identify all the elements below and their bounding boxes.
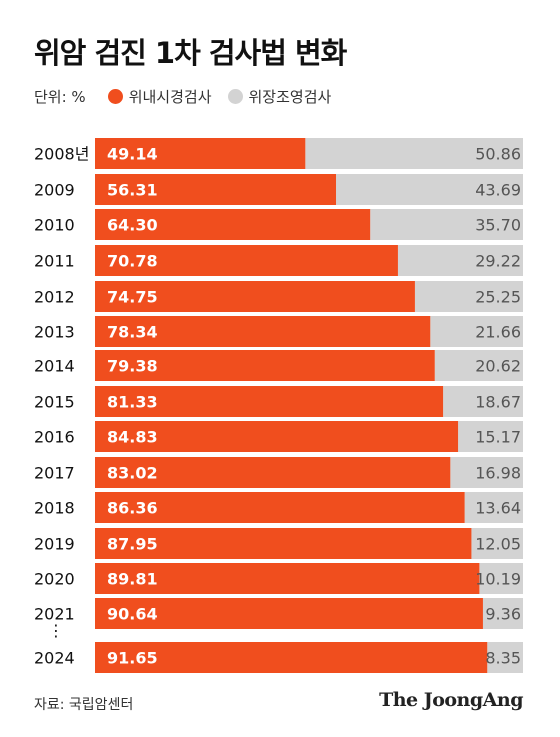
value-label-radiography-2: 35.70 (475, 216, 521, 235)
bar-radiography-8 (458, 421, 523, 452)
value-label-endoscopy-4: 74.75 (107, 288, 158, 307)
bar-endoscopy-6 (95, 350, 435, 381)
bar-radiography-11 (471, 528, 523, 559)
bar-endoscopy-9 (95, 457, 451, 488)
bar-radiography-7 (443, 386, 523, 417)
bar-radiography-6 (434, 350, 523, 381)
category-label-13: 2021 (34, 605, 75, 624)
bar-endoscopy-0 (95, 138, 306, 169)
legend-swatch-endoscopy (107, 88, 123, 104)
bar-endoscopy-5 (95, 316, 431, 347)
bar-endoscopy-10 (95, 492, 465, 523)
bar-radiography-1 (336, 174, 523, 205)
bar-endoscopy-3 (95, 245, 398, 276)
bar-radiography-0 (305, 138, 523, 169)
bar-radiography-9 (450, 457, 523, 488)
bar-radiography-12 (479, 563, 523, 594)
legend: 단위: % 위내시경검사 위장조영검사 (34, 86, 331, 106)
category-label-5: 2013 (34, 323, 75, 342)
value-label-endoscopy-8: 84.83 (107, 428, 158, 447)
value-label-radiography-14: 8.35 (485, 649, 521, 668)
bar-endoscopy-8 (95, 421, 459, 452)
bar-radiography-4 (414, 281, 523, 312)
value-label-radiography-4: 25.25 (475, 288, 521, 307)
bar-endoscopy-14 (95, 642, 488, 673)
category-label-2: 2010 (34, 216, 75, 235)
bar-endoscopy-7 (95, 386, 444, 417)
bar-radiography-13 (482, 598, 523, 629)
category-label-12: 2020 (34, 570, 75, 589)
category-label-11: 2019 (34, 535, 75, 554)
unit-label: 단위: % (34, 87, 86, 106)
value-label-endoscopy-7: 81.33 (107, 393, 158, 412)
value-label-endoscopy-1: 56.31 (107, 181, 158, 200)
value-label-endoscopy-3: 70.78 (107, 252, 158, 271)
value-label-endoscopy-12: 89.81 (107, 570, 158, 589)
value-label-radiography-6: 20.62 (475, 357, 521, 376)
value-label-radiography-3: 29.22 (475, 252, 521, 271)
value-label-radiography-11: 12.05 (475, 535, 521, 554)
category-label-3: 2011 (34, 252, 75, 271)
category-label-10: 2018 (34, 499, 75, 518)
bar-radiography-3 (397, 245, 523, 276)
category-label-14: 2024 (34, 649, 75, 668)
value-label-radiography-1: 43.69 (475, 181, 521, 200)
value-label-radiography-5: 21.66 (475, 323, 521, 342)
value-label-radiography-9: 16.98 (475, 464, 521, 483)
value-label-endoscopy-5: 78.34 (107, 323, 158, 342)
bar-endoscopy-11 (95, 528, 472, 559)
legend-label-radiography: 위장조영검사 (248, 87, 332, 106)
category-label-0: 2008년 (34, 145, 89, 164)
value-label-radiography-8: 15.17 (475, 428, 521, 447)
value-label-radiography-13: 9.36 (485, 605, 521, 624)
value-label-endoscopy-6: 79.38 (107, 357, 158, 376)
value-label-endoscopy-14: 91.65 (107, 649, 158, 668)
legend-item-endoscopy: 위내시경검사 (107, 86, 212, 107)
bar-endoscopy-4 (95, 281, 415, 312)
legend-swatch-radiography (227, 88, 243, 104)
legend-label-endoscopy: 위내시경검사 (128, 87, 212, 106)
brand-logo: The JoongAng (379, 689, 523, 711)
bar-endoscopy-13 (95, 598, 483, 629)
gap-marker: ⋮ (48, 621, 64, 640)
value-label-radiography-7: 18.67 (475, 393, 521, 412)
value-label-endoscopy-9: 83.02 (107, 464, 158, 483)
category-label-1: 2009 (34, 181, 75, 200)
category-label-8: 2016 (34, 428, 75, 447)
bar-radiography-14 (487, 642, 523, 673)
source-note: 자료: 국립암센터 (34, 697, 134, 713)
category-label-4: 2012 (34, 288, 75, 307)
bar-endoscopy-2 (95, 209, 371, 240)
category-label-7: 2015 (34, 393, 75, 412)
legend-item-radiography: 위장조영검사 (227, 86, 332, 107)
category-label-9: 2017 (34, 464, 75, 483)
bar-radiography-5 (430, 316, 523, 347)
category-label-6: 2014 (34, 357, 75, 376)
value-label-endoscopy-2: 64.30 (107, 216, 158, 235)
value-label-endoscopy-11: 87.95 (107, 535, 158, 554)
bar-endoscopy-1 (95, 174, 337, 205)
value-label-endoscopy-10: 86.36 (107, 499, 158, 518)
value-label-radiography-10: 13.64 (475, 499, 521, 518)
value-label-radiography-0: 50.86 (475, 145, 521, 164)
chart-title: 위암 검진 1차 검사법 변화 (34, 36, 347, 70)
bar-radiography-2 (370, 209, 523, 240)
value-label-endoscopy-13: 90.64 (107, 605, 158, 624)
value-label-endoscopy-0: 49.14 (107, 145, 158, 164)
bar-endoscopy-12 (95, 563, 480, 594)
value-label-radiography-12: 10.19 (475, 570, 521, 589)
bar-radiography-10 (464, 492, 523, 523)
